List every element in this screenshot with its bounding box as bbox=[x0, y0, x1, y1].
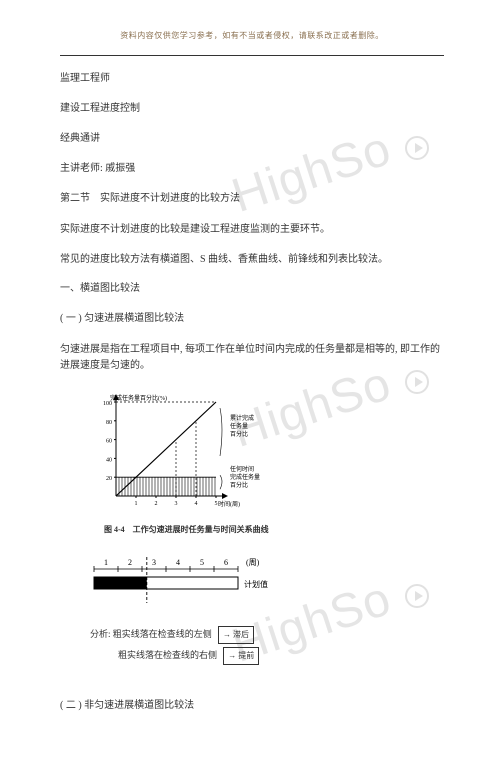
tag-lead: → 提前 bbox=[223, 647, 259, 665]
svg-text:80: 80 bbox=[106, 420, 112, 426]
chart-caption: 图 4-4 工作匀速进展时任务量与时间关系曲线 bbox=[104, 524, 444, 535]
svg-text:计划值: 计划值 bbox=[244, 579, 268, 589]
svg-text:2: 2 bbox=[128, 558, 132, 567]
paragraph: 匀速进展是指在工程项目中, 每项工作在单位时间内完成的任务量都是相等的, 即工作… bbox=[60, 342, 444, 374]
analysis-text: 粗实线落在检查线的左侧 bbox=[113, 629, 212, 639]
teacher: 主讲老师: 戚振强 bbox=[60, 162, 444, 176]
tag-lag: → 滞后 bbox=[218, 626, 254, 644]
svg-text:4: 4 bbox=[195, 501, 198, 507]
svg-text:3: 3 bbox=[152, 558, 156, 567]
svg-text:40: 40 bbox=[106, 457, 112, 463]
svg-text:1: 1 bbox=[104, 558, 108, 567]
svg-text:完成任务量百分比(%): 完成任务量百分比(%) bbox=[110, 394, 167, 402]
svg-text:任务量: 任务量 bbox=[230, 422, 248, 430]
title-series: 经典通讲 bbox=[60, 132, 444, 146]
title-profession: 监理工程师 bbox=[60, 72, 444, 86]
svg-text:百分比: 百分比 bbox=[230, 481, 248, 489]
svg-text:5: 5 bbox=[200, 558, 204, 567]
svg-text:百分比: 百分比 bbox=[230, 430, 248, 438]
section-heading: 第二节 实际进度不计划进度的比较方法 bbox=[60, 192, 444, 206]
svg-text:完成任务量: 完成任务量 bbox=[230, 473, 260, 481]
analysis-block: 分析: 粗实线落在检查线的左侧 → 滞后 粗实线落在检查线的右侧 → 提前 bbox=[90, 625, 444, 665]
svg-text:6: 6 bbox=[224, 558, 228, 567]
paragraph: 实际进度不计划进度的比较是建设工程进度监测的主要环节。 bbox=[60, 222, 444, 238]
svg-text:2: 2 bbox=[155, 501, 158, 507]
gantt-chart: 1 2 3 4 5 6 (周) 计划值 bbox=[80, 553, 444, 609]
svg-text:20: 20 bbox=[106, 476, 112, 482]
svg-text:3: 3 bbox=[175, 501, 178, 507]
title-subject: 建设工程进度控制 bbox=[60, 102, 444, 116]
svg-text:60: 60 bbox=[106, 439, 112, 445]
paragraph: 常见的进度比较方法有横道图、S 曲线、香蕉曲线、前锋线和列表比较法。 bbox=[60, 252, 444, 268]
svg-text:1: 1 bbox=[135, 501, 138, 507]
svg-text:(周): (周) bbox=[246, 558, 260, 567]
analysis-text: 粗实线落在检查线的右侧 bbox=[118, 650, 217, 660]
analysis-lead: 分析: bbox=[90, 629, 111, 639]
heading-2: ( 一 ) 匀速进展横道图比较法 bbox=[60, 312, 444, 326]
header-note: 资料内容仅供您学习参考，如有不当或者侵权，请联系改正或者删除。 bbox=[60, 30, 444, 41]
svg-text:累计完成: 累计完成 bbox=[230, 414, 254, 422]
heading-3: ( 二 ) 非匀速进展横道图比较法 bbox=[60, 699, 444, 713]
svg-text:任何时间: 任何时间 bbox=[230, 465, 254, 473]
heading-1: 一、横道图比较法 bbox=[60, 282, 444, 296]
divider bbox=[60, 55, 444, 56]
svg-text:4: 4 bbox=[176, 558, 180, 567]
line-chart: 1008060402012345完成任务量百分比(%)时间(周)累计完成任务量百… bbox=[80, 388, 444, 518]
svg-text:时间(周): 时间(周) bbox=[218, 500, 240, 508]
